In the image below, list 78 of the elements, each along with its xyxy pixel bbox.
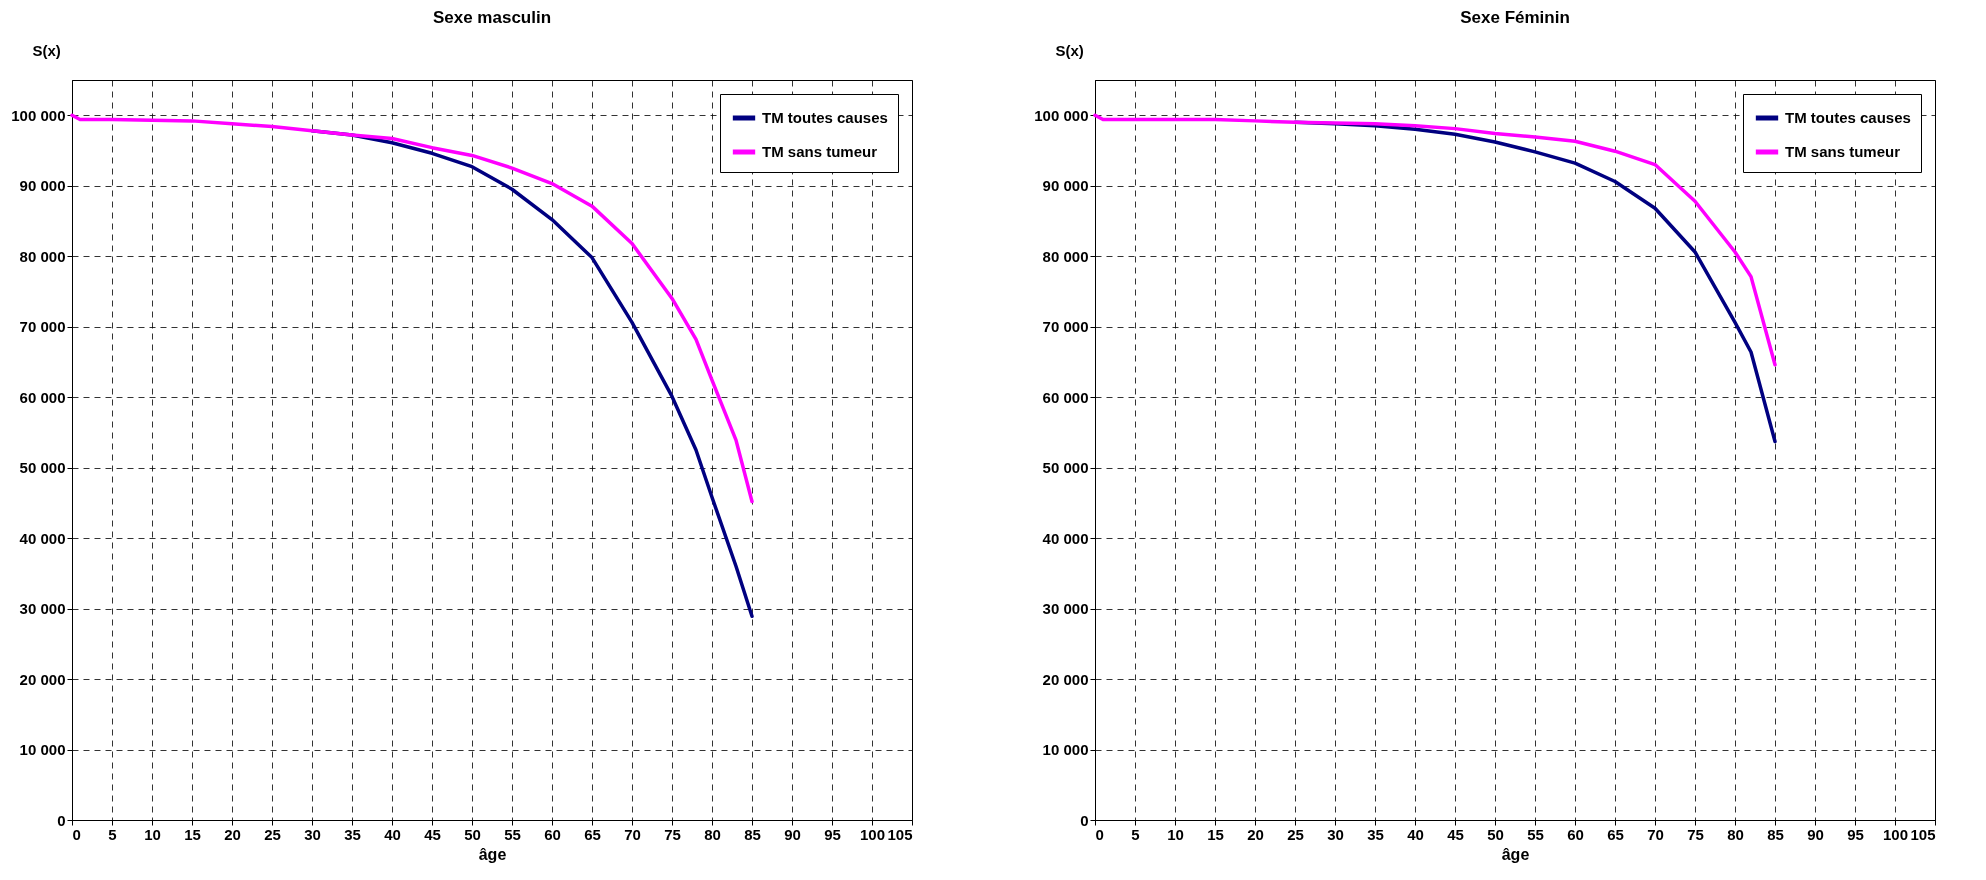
- x-tick-label: 65: [1607, 825, 1624, 843]
- legend-label: TM sans tumeur: [1785, 143, 1901, 160]
- x-tick-label: 0: [72, 825, 81, 843]
- x-tick-label: 95: [1847, 825, 1864, 843]
- x-tick-label: 80: [704, 825, 721, 843]
- x-tick-label: 75: [1687, 825, 1704, 843]
- y-tick-label: 90 000: [1042, 177, 1089, 195]
- x-tick-label: 40: [384, 825, 401, 843]
- y-tick-label: 80 000: [19, 247, 66, 265]
- x-tick-label: 25: [1287, 825, 1304, 843]
- y-tick-label: 40 000: [19, 529, 66, 547]
- y-axis-title: S(x): [32, 41, 61, 59]
- y-tick-label: 40 000: [1042, 529, 1089, 547]
- y-axis-title: S(x): [1055, 41, 1084, 59]
- x-tick-label: 5: [1131, 825, 1140, 843]
- y-tick-label: 100 000: [11, 106, 66, 124]
- y-tick-label: 0: [1080, 811, 1089, 829]
- x-tick-label: 100: [859, 825, 886, 843]
- x-tick-label: 60: [544, 825, 561, 843]
- y-tick-label: 10 000: [1042, 741, 1089, 759]
- y-tick-label: 90 000: [19, 177, 66, 195]
- legend-label: TM sans tumeur: [762, 143, 878, 160]
- x-tick-label: 20: [1247, 825, 1264, 843]
- x-tick-label: 10: [144, 825, 161, 843]
- x-tick-label: 60: [1567, 825, 1584, 843]
- y-tick-label: 30 000: [19, 600, 66, 618]
- y-tick-label: 50 000: [1042, 459, 1089, 477]
- legend-label: TM toutes causes: [1785, 109, 1911, 126]
- y-tick-label: 100 000: [1034, 106, 1089, 124]
- y-tick-label: 20 000: [19, 670, 66, 688]
- x-tick-label: 90: [784, 825, 801, 843]
- x-tick-label: 5: [108, 825, 117, 843]
- x-tick-label: 10: [1167, 825, 1184, 843]
- x-tick-label: 90: [1807, 825, 1824, 843]
- line-series: [70, 113, 754, 504]
- x-axis-title: âge: [1501, 845, 1530, 863]
- x-tick-label: 75: [664, 825, 681, 843]
- x-tick-label: 35: [1367, 825, 1384, 843]
- y-tick-label: 60 000: [1042, 388, 1089, 406]
- x-tick-label: 80: [1727, 825, 1744, 843]
- x-axis-title: âge: [478, 845, 507, 863]
- x-tick-label: 100: [1882, 825, 1909, 843]
- y-tick-label: 80 000: [1042, 247, 1089, 265]
- y-tick-label: 70 000: [19, 318, 66, 336]
- y-tick-label: 50 000: [19, 459, 66, 477]
- y-tick-label: 10 000: [19, 741, 66, 759]
- legend-label: TM toutes causes: [762, 109, 888, 126]
- x-tick-label: 95: [824, 825, 841, 843]
- x-tick-label: 25: [264, 825, 281, 843]
- x-tick-label: 105: [1910, 825, 1936, 843]
- chart-title: Sexe Féminin: [1460, 8, 1570, 27]
- x-tick-label: 70: [624, 825, 641, 843]
- y-tick-label: 70 000: [1042, 318, 1089, 336]
- x-tick-label: 105: [887, 825, 913, 843]
- x-tick-label: 40: [1407, 825, 1424, 843]
- x-tick-label: 85: [1767, 825, 1784, 843]
- x-tick-label: 65: [584, 825, 601, 843]
- x-tick-label: 15: [184, 825, 201, 843]
- y-tick-label: 0: [57, 811, 66, 829]
- x-tick-label: 55: [504, 825, 521, 843]
- line-series: [1093, 113, 1777, 367]
- y-tick-label: 60 000: [19, 388, 66, 406]
- x-tick-label: 50: [464, 825, 481, 843]
- x-tick-label: 50: [1487, 825, 1504, 843]
- y-tick-label: 20 000: [1042, 670, 1089, 688]
- x-tick-label: 0: [1095, 825, 1104, 843]
- y-tick-label: 30 000: [1042, 600, 1089, 618]
- chart-title: Sexe masculin: [432, 8, 552, 27]
- x-tick-label: 20: [224, 825, 241, 843]
- x-tick-label: 15: [1207, 825, 1224, 843]
- x-tick-label: 35: [344, 825, 361, 843]
- x-tick-label: 55: [1527, 825, 1544, 843]
- x-tick-label: 45: [424, 825, 441, 843]
- x-tick-label: 30: [1327, 825, 1344, 843]
- x-tick-label: 70: [1647, 825, 1664, 843]
- x-tick-label: 45: [1447, 825, 1464, 843]
- x-tick-label: 85: [744, 825, 761, 843]
- x-tick-label: 30: [304, 825, 321, 843]
